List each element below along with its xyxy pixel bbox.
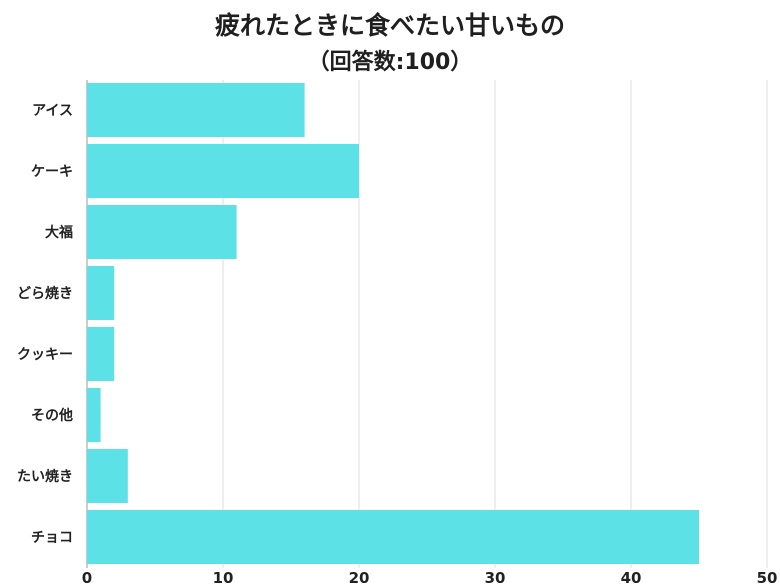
x-tick-30: 30 xyxy=(485,569,506,585)
category-label-2: 大福 xyxy=(45,224,73,241)
category-label-0: アイス xyxy=(32,103,73,119)
x-tick-20: 20 xyxy=(349,569,370,585)
category-label-5: その他 xyxy=(31,407,73,424)
x-tick-50: 50 xyxy=(757,569,778,585)
bar-2 xyxy=(87,205,237,259)
category-label-1: ケーキ xyxy=(31,164,73,180)
category-label-3: どら焼き xyxy=(17,285,73,302)
category-label-6: たい焼き xyxy=(17,468,73,485)
bar-1 xyxy=(87,144,359,198)
category-label-7: チョコ xyxy=(31,530,73,546)
bar-6 xyxy=(87,449,128,503)
bar-3 xyxy=(87,266,115,320)
x-tick-labels: 0 10 20 30 40 50 xyxy=(82,569,778,585)
x-tick-0: 0 xyxy=(82,569,92,585)
bar-7 xyxy=(87,510,699,564)
x-tick-40: 40 xyxy=(621,569,642,585)
bars xyxy=(87,83,699,564)
bar-4 xyxy=(87,327,115,381)
chart-title: 疲れたときに食べたい甘いもの xyxy=(214,11,565,40)
bar-5 xyxy=(87,388,101,442)
category-label-4: クッキー xyxy=(17,347,73,363)
x-tick-10: 10 xyxy=(213,569,234,585)
bar-0 xyxy=(87,83,305,137)
chart-subtitle: （回答数:100） xyxy=(307,50,473,75)
